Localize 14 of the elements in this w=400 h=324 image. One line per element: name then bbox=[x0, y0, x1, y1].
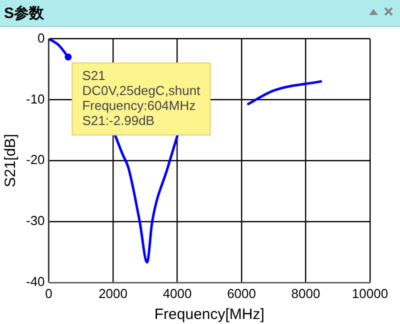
y-tick-label: -30 bbox=[26, 213, 45, 228]
x-tick-label: 10000 bbox=[352, 286, 388, 301]
x-tick-label: 6000 bbox=[227, 286, 256, 301]
x-tick-label: 2000 bbox=[98, 286, 128, 301]
x-tick-label: 8000 bbox=[291, 286, 320, 301]
chart-title: S参数 bbox=[4, 4, 44, 23]
y-tick-label: 0 bbox=[38, 30, 45, 46]
x-tick-label: 4000 bbox=[162, 286, 192, 301]
y-tick-label: -10 bbox=[26, 91, 45, 106]
y-tick-label: -40 bbox=[26, 274, 45, 289]
x-axis-title: Frequency[MHz] bbox=[154, 306, 264, 324]
y-axis-title: S21[dB] bbox=[2, 134, 20, 188]
annotation: S21 DC0V,25degC,shunt Frequency:604MHz S21:-2.99dB bbox=[82, 68, 201, 128]
y-tick-label: -20 bbox=[26, 152, 45, 168]
